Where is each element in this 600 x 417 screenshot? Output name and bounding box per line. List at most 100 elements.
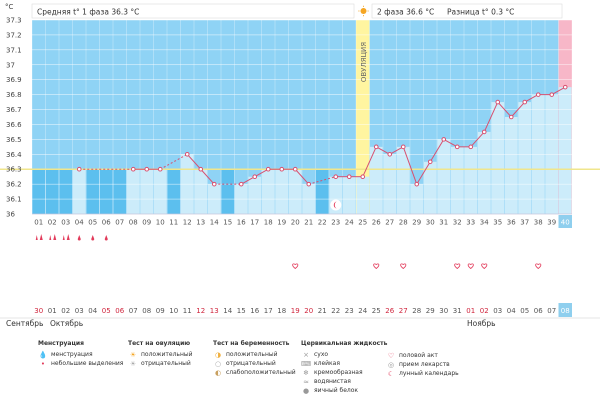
sun-icon — [358, 5, 369, 17]
sun-icon: ☀ — [129, 351, 137, 360]
temperature-line-segment — [416, 161, 431, 185]
cycle-day-label: 25 — [358, 219, 367, 227]
legend-title: Тест на овуляцию — [128, 340, 191, 347]
temperature-bar — [127, 169, 140, 214]
date-label: 24 — [358, 307, 367, 315]
temperature-point — [414, 181, 420, 187]
legend-item: прием лекарств — [399, 361, 450, 369]
temperature-bar — [397, 146, 410, 214]
temperature-point — [454, 144, 460, 150]
temperature-point — [279, 166, 285, 172]
menstruation-drop-icon — [49, 234, 57, 240]
cycle-day-label: 14 — [210, 219, 219, 227]
heart-icon — [373, 263, 380, 270]
cycle-day-label: 35 — [493, 219, 502, 227]
temperature-point — [157, 166, 163, 172]
y-tick-label: 36.7 — [6, 106, 22, 114]
temperature-point — [333, 174, 339, 179]
temperature-line-segment — [443, 138, 458, 148]
legend-cervical: Цервикальная жидкость × сухо ⌨ клейкая ❄ кр… — [301, 340, 388, 396]
watery-icon: ≈ — [303, 378, 309, 387]
date-label: 30 — [439, 307, 448, 315]
cycle-day-label: 01 — [34, 219, 43, 227]
cycle-day-label: 34 — [480, 219, 489, 227]
date-label: 10 — [169, 307, 178, 315]
temperature-point — [130, 166, 136, 172]
date-label: 30 — [34, 307, 43, 315]
temperature-bar — [154, 169, 167, 214]
temperature-line-segment — [497, 101, 512, 118]
legend-item: водянистая — [314, 377, 351, 385]
temperature-point — [400, 144, 406, 150]
cycle-day-label: 40 — [561, 219, 570, 227]
cycle-day-label: 07 — [115, 219, 124, 227]
heart-icon — [400, 263, 407, 270]
spotting-drop-icon — [104, 235, 108, 241]
date-label: 03 — [493, 307, 502, 315]
y-tick-label: 37.2 — [6, 31, 22, 39]
legend-title: Менструация — [38, 340, 84, 347]
spotting-drop-icon — [77, 235, 81, 241]
temperature-line-segment — [510, 101, 526, 118]
heart-icon — [454, 263, 461, 270]
menstruation-drop-icon — [62, 234, 70, 240]
temperature-line-segment — [362, 146, 377, 177]
date-label: 29 — [426, 307, 435, 315]
temperature-bar — [73, 169, 86, 214]
cycle-day-label: 36 — [507, 219, 516, 227]
legend-pregnancy-test: Тест на беременность ◑ положительный ○ отр… — [213, 340, 296, 378]
legend-item: отрицательный — [141, 359, 191, 367]
date-label: 07 — [547, 307, 556, 315]
date-label: 17 — [264, 307, 273, 315]
test-positive-icon: ◑ — [214, 351, 222, 360]
legend-other: ♡ половой акт ◎ прием лекарств ☾ лунный кал… — [386, 352, 459, 379]
moon-background — [330, 199, 342, 211]
y-tick-label: 36.4 — [6, 151, 22, 159]
cycle-day-label: 24 — [345, 219, 354, 227]
drop-icon: 💧 — [38, 351, 48, 360]
date-label: 02 — [480, 307, 489, 315]
temperature-line-segment — [160, 153, 188, 170]
date-label: 09 — [156, 307, 165, 315]
y-tick-label: 37.3 — [6, 17, 22, 25]
cycle-day-label: 39 — [547, 219, 556, 227]
temperature-bar — [356, 176, 369, 214]
phase1-summary: Средняя t° 1 фаза 36.3 °C — [37, 8, 139, 17]
date-label: 01 — [466, 307, 475, 315]
heart-icon: ♡ — [387, 352, 395, 361]
temperature-bar — [289, 169, 302, 214]
y-tick-label: 37.1 — [6, 46, 22, 54]
cycle-day-label: 08 — [129, 219, 138, 227]
temperature-bar — [478, 131, 491, 214]
sticky-icon: ⌨ — [301, 360, 312, 369]
temperature-point — [481, 129, 487, 135]
date-label: 03 — [75, 307, 84, 315]
date-label: 01 — [48, 307, 57, 315]
cycle-day-label: 10 — [156, 219, 165, 227]
temperature-point — [184, 152, 190, 157]
cycle-day-label: 11 — [169, 219, 178, 227]
temperature-bar — [451, 146, 464, 214]
legend-title: Тест на беременность — [213, 340, 290, 347]
cross-icon: × — [303, 351, 309, 360]
date-label: 26 — [385, 307, 394, 315]
heart-icon — [292, 263, 299, 270]
month-november: Ноябрь — [467, 319, 496, 328]
cycle-day-label: 27 — [385, 219, 394, 227]
temperature-bar — [248, 176, 261, 214]
y-tick-label: 37 — [6, 61, 15, 69]
legend-title: Цервикальная жидкость — [301, 340, 388, 347]
cycle-day-label: 02 — [48, 219, 57, 227]
temperature-bar — [140, 169, 153, 214]
temperature-point — [441, 137, 447, 142]
legend-item: клейкая — [314, 359, 340, 367]
temperature-point — [306, 181, 312, 187]
temperature-point — [144, 166, 150, 172]
month-october: Октябрь — [50, 319, 83, 328]
date-label: 18 — [277, 307, 286, 315]
ovulation-label: ОВУЛЯЦИЯ — [360, 42, 368, 82]
temperature-point — [427, 159, 433, 165]
temperature-point — [535, 92, 541, 97]
date-label: 08 — [142, 307, 151, 315]
moon-icon — [333, 201, 338, 209]
